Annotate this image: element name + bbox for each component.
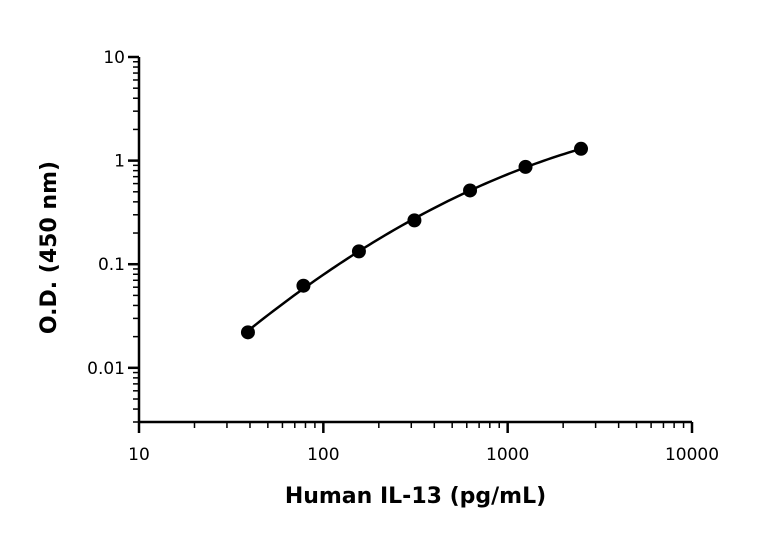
y-axis-title: O.D. (450 nm): [37, 161, 62, 334]
y-tick-label: 1: [114, 152, 125, 172]
y-ticks: 0.01 0.1 1 10: [87, 48, 139, 423]
fit-curve: [247, 147, 582, 332]
y-tick-label: 0.01: [87, 359, 125, 379]
data-point: [574, 141, 589, 156]
data-points: [240, 141, 589, 340]
y-tick-label: 0.1: [98, 255, 125, 275]
x-tick-label: 10000: [665, 445, 719, 465]
x-tick-label: 10: [128, 445, 150, 465]
data-point: [351, 244, 366, 259]
axes: [137, 57, 692, 424]
data-point: [240, 325, 255, 340]
y-tick-label: 10: [103, 48, 125, 68]
x-ticks: 10 100 1000 10000: [128, 422, 719, 465]
data-point: [407, 213, 422, 228]
data-point: [518, 159, 533, 174]
x-tick-label: 1000: [486, 445, 529, 465]
data-point: [296, 278, 311, 293]
data-point: [463, 183, 478, 198]
x-axis-title: Human IL-13 (pg/mL): [285, 484, 546, 509]
x-tick-label: 100: [307, 445, 339, 465]
